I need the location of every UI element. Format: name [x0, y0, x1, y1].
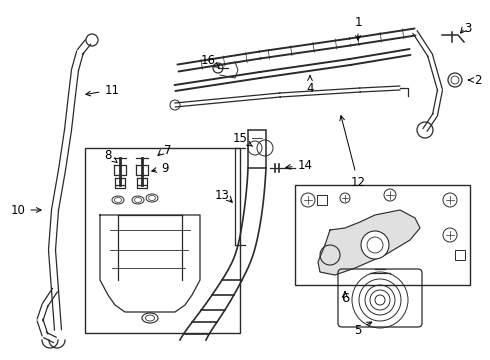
Bar [317, 195, 327, 205]
Text: 8: 8 [104, 149, 117, 163]
Text: 13: 13 [215, 189, 229, 202]
Text: 6: 6 [341, 292, 349, 305]
Text: 9: 9 [152, 162, 169, 175]
Text: 2: 2 [468, 73, 482, 86]
Text: 5: 5 [354, 322, 372, 337]
Polygon shape [318, 210, 420, 275]
Text: 12: 12 [340, 116, 366, 189]
Text: 4: 4 [306, 76, 314, 95]
Text: 15: 15 [233, 131, 252, 147]
Text: 10: 10 [11, 203, 41, 216]
Bar [85, 148, 240, 333]
Bar [248, 130, 266, 168]
Text: 7: 7 [164, 144, 172, 157]
Text: 11: 11 [86, 84, 120, 96]
Text: 1: 1 [354, 15, 362, 40]
Circle shape [361, 231, 389, 259]
Text: 3: 3 [465, 22, 472, 35]
Text: 16: 16 [200, 54, 219, 67]
Text: 14: 14 [286, 158, 313, 171]
Bar [295, 185, 470, 285]
Bar [455, 250, 465, 260]
